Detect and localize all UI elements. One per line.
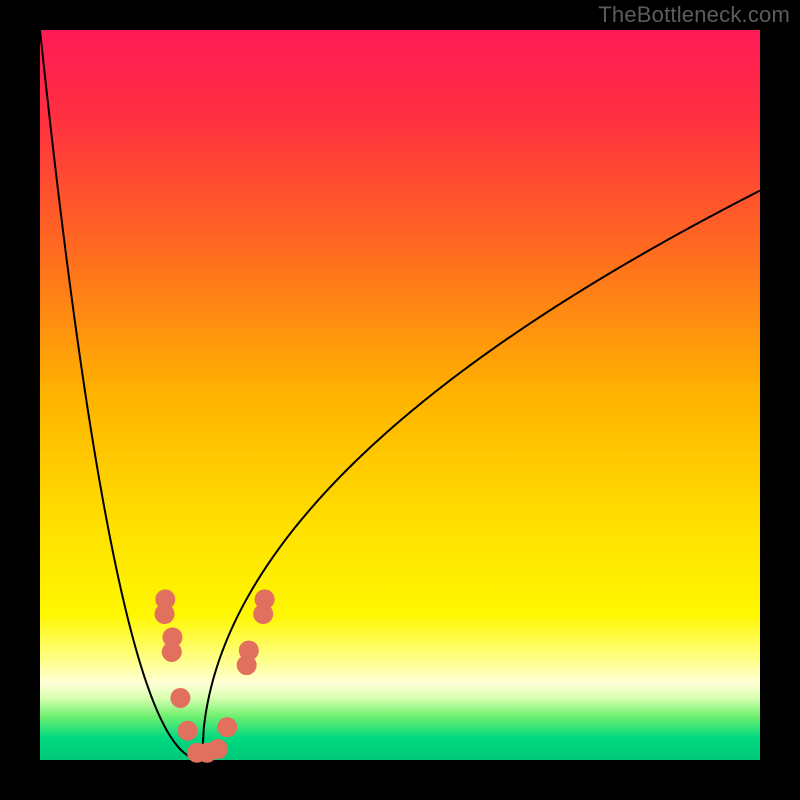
data-marker [255, 589, 275, 609]
data-marker [178, 721, 198, 741]
data-marker [162, 627, 182, 647]
data-marker [217, 717, 237, 737]
watermark-text: TheBottleneck.com [598, 2, 790, 28]
data-marker [208, 739, 228, 759]
data-marker [239, 641, 259, 661]
data-marker [155, 589, 175, 609]
gradient-background [40, 30, 760, 760]
chart-svg [0, 0, 800, 800]
data-marker [170, 688, 190, 708]
chart-container: TheBottleneck.com [0, 0, 800, 800]
